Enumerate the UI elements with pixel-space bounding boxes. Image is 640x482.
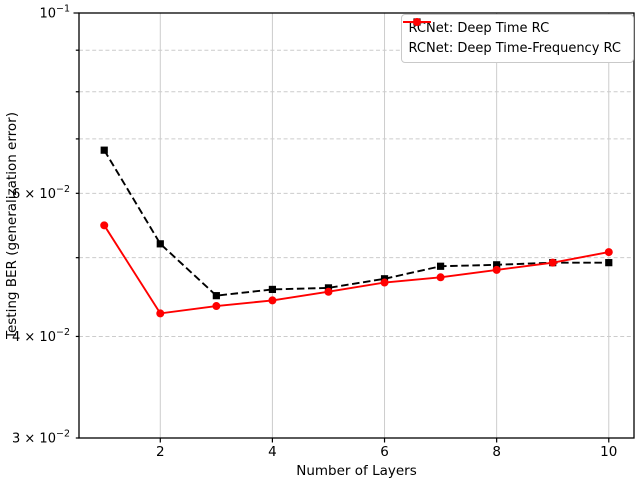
data-point-marker xyxy=(324,287,333,296)
data-point-marker xyxy=(493,261,501,269)
x-gridlines xyxy=(159,13,610,438)
series-markers-0 xyxy=(100,146,613,300)
x-tick-label: 2 xyxy=(156,444,165,460)
data-point-marker xyxy=(436,273,445,282)
x-tick-label: 10 xyxy=(600,444,617,460)
x-axis-label: Number of Layers xyxy=(296,463,417,479)
legend-label: RCNet: Deep Time RC xyxy=(408,21,550,36)
data-point-marker xyxy=(100,221,109,230)
data-point-marker xyxy=(604,248,613,257)
data-point-marker xyxy=(605,259,613,267)
series-line-1 xyxy=(103,224,609,315)
data-point-marker xyxy=(212,302,221,311)
data-point-marker xyxy=(548,258,557,267)
series-line-0 xyxy=(103,149,609,297)
legend-sample-marker xyxy=(412,18,421,26)
y-axis-ticks: 10−1 6 × 10−2 4 × 10−2 3 × 10−2 xyxy=(12,4,79,447)
data-point-marker xyxy=(380,278,389,287)
y-gridlines xyxy=(79,12,634,439)
data-point-marker xyxy=(268,285,277,294)
y-tick-label: 6 × 10−2 xyxy=(12,184,70,202)
data-point-marker xyxy=(156,240,164,248)
legend-sample-line-icon xyxy=(402,18,431,26)
data-point-marker xyxy=(100,146,108,154)
y-axis-label: Testing BER (generalization error) xyxy=(4,112,20,340)
series-markers-1 xyxy=(100,221,613,318)
axes-frame xyxy=(78,12,635,439)
x-tick-label: 4 xyxy=(268,444,277,460)
x-tick-label: 8 xyxy=(492,444,501,460)
y-tick-label: 4 × 10−2 xyxy=(12,327,70,345)
y-tick-label: 3 × 10−2 xyxy=(12,429,70,447)
x-axis-ticks: 2 4 6 8 10 xyxy=(156,438,617,460)
legend-item-deep-time-frequency-rc: RCNet: Deep Time-Frequency RC xyxy=(402,18,625,58)
legend-label: RCNet: Deep Time-Frequency RC xyxy=(408,41,621,56)
x-tick-label: 6 xyxy=(380,444,389,460)
data-point-marker xyxy=(212,292,220,300)
legend: RCNet: Deep Time RC RCNet: Deep Time-Fre… xyxy=(400,14,634,63)
data-point-marker xyxy=(156,309,165,318)
data-point-marker xyxy=(268,296,277,305)
y-tick-label: 10−1 xyxy=(39,4,70,22)
data-point-marker xyxy=(492,265,501,274)
data-point-marker xyxy=(436,262,445,270)
legend-item-deep-time-rc: RCNet: Deep Time RC xyxy=(402,18,625,38)
